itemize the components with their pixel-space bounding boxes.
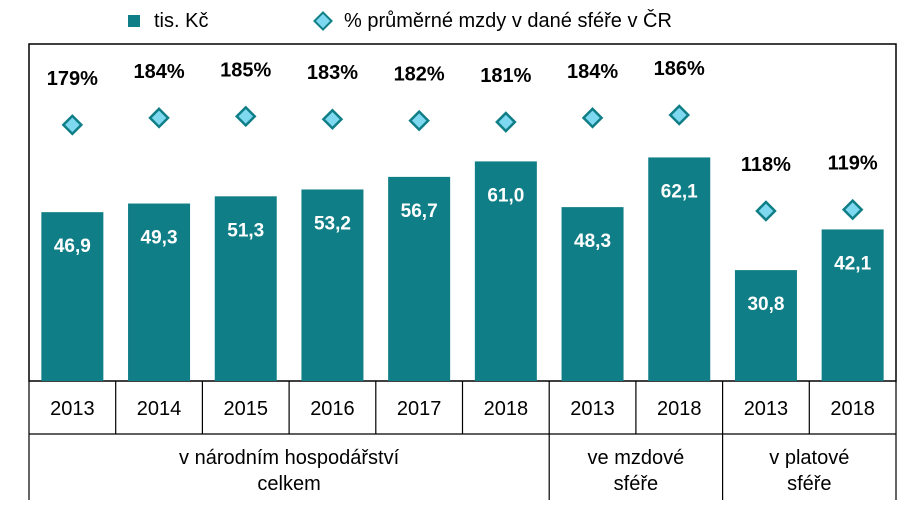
pct-label: 184% xyxy=(133,61,184,83)
group-label: v národním hospodářství xyxy=(179,447,400,469)
x-tick-label: 2013 xyxy=(570,398,615,420)
pct-marker xyxy=(581,107,604,129)
bar xyxy=(388,176,451,381)
pct-label: 179% xyxy=(47,68,98,90)
bar-swatch-icon xyxy=(128,15,140,27)
pct-marker xyxy=(495,111,517,133)
bar xyxy=(128,203,191,381)
bar-value-label: 51,3 xyxy=(227,220,264,241)
group-label: v platové xyxy=(769,447,849,469)
legend-markers: % průměrné mzdy v dané sféře v ČR xyxy=(313,6,672,36)
x-tick-label: 2013 xyxy=(744,398,789,420)
bar-value-label: 49,3 xyxy=(141,228,178,249)
bar xyxy=(474,161,537,381)
bar xyxy=(301,189,364,381)
pct-label: 183% xyxy=(307,62,358,84)
bar xyxy=(561,207,624,381)
pct-marker xyxy=(408,109,430,132)
bar-value-label: 56,7 xyxy=(401,201,438,222)
pct-marker xyxy=(321,108,344,131)
x-tick-label: 2018 xyxy=(657,398,702,420)
bar-value-label: 42,1 xyxy=(834,253,871,274)
x-tick-label: 2018 xyxy=(484,398,529,420)
legend-bars: tis. Kč xyxy=(128,6,208,36)
x-tick-label: 2015 xyxy=(224,398,269,420)
pct-marker xyxy=(61,114,84,136)
legend-markers-label: % průměrné mzdy v dané sféře v ČR xyxy=(344,9,672,32)
bar-value-label: 61,0 xyxy=(487,185,524,206)
bar xyxy=(214,196,277,381)
x-tick-label: 2017 xyxy=(397,398,442,420)
bar xyxy=(41,212,104,381)
pct-label: 184% xyxy=(567,61,618,83)
x-tick-label: 2016 xyxy=(310,398,355,420)
pct-marker xyxy=(755,200,777,222)
group-label: ve mzdové xyxy=(588,447,685,469)
pct-label: 181% xyxy=(480,65,531,87)
pct-label: 186% xyxy=(654,58,705,80)
bar-value-label: 62,1 xyxy=(661,181,698,202)
bar xyxy=(821,229,884,381)
pct-label: 118% xyxy=(741,154,791,176)
bar-value-label: 48,3 xyxy=(574,231,611,252)
bar-value-label: 53,2 xyxy=(314,213,351,234)
pct-marker xyxy=(148,107,170,129)
pct-marker xyxy=(234,105,257,128)
x-tick-label: 2014 xyxy=(137,398,182,420)
bar-value-label: 46,9 xyxy=(54,236,91,257)
pct-marker xyxy=(668,104,691,126)
group-label: sféře xyxy=(614,473,658,495)
group-label: sféře xyxy=(787,473,831,495)
pct-label: 185% xyxy=(220,59,271,81)
x-tick-label: 2013 xyxy=(50,398,95,420)
bar-value-label: 30,8 xyxy=(747,294,784,315)
bar xyxy=(734,270,797,381)
pct-marker xyxy=(841,198,864,221)
group-label: celkem xyxy=(257,473,320,495)
x-tick-label: 2018 xyxy=(830,398,875,420)
pct-label: 182% xyxy=(394,64,445,86)
legend-bars-label: tis. Kč xyxy=(154,9,209,32)
pct-label: 119% xyxy=(828,153,878,175)
bar xyxy=(648,157,711,381)
